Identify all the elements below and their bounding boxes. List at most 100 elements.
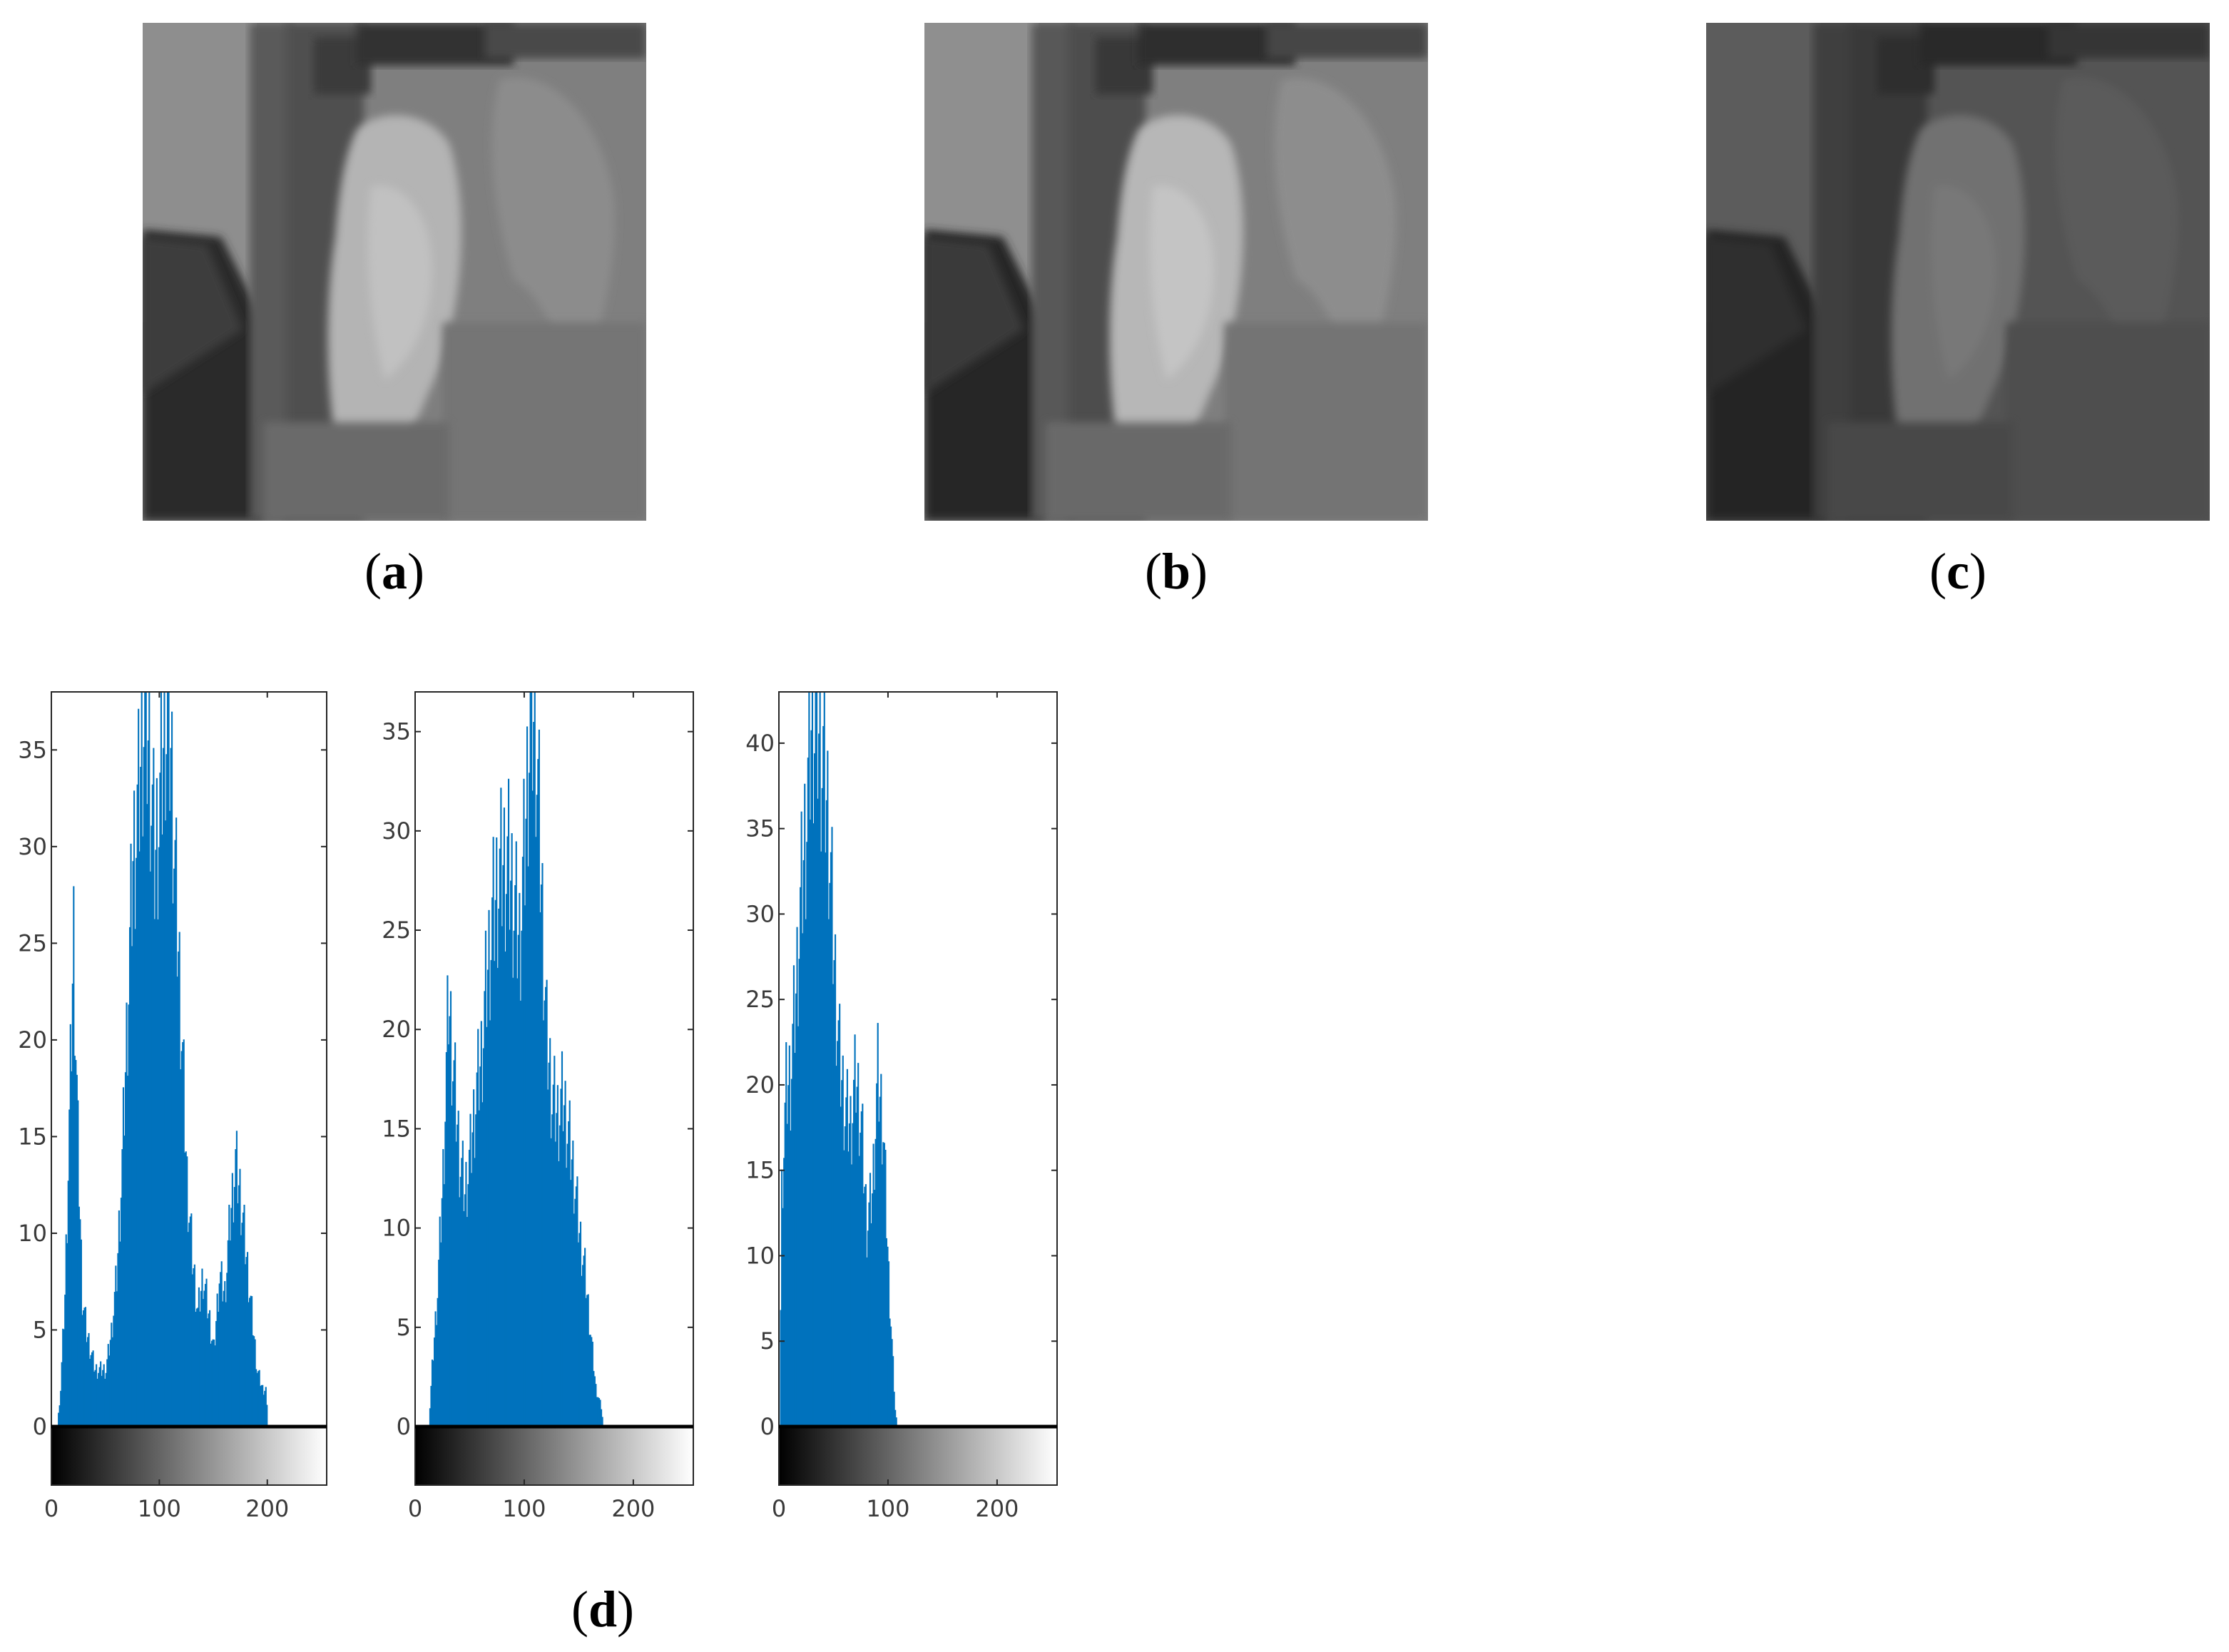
hist3-bar bbox=[887, 1246, 889, 1427]
hist1-bar bbox=[250, 1295, 252, 1427]
hist1-bar bbox=[158, 847, 160, 1427]
hist2-bar bbox=[593, 1371, 595, 1427]
hist1-bar bbox=[148, 692, 151, 1427]
hist2-bar bbox=[566, 1143, 568, 1427]
hist3-bar bbox=[853, 1079, 855, 1427]
hist1-bar bbox=[235, 1149, 237, 1427]
hist2-bar bbox=[537, 759, 539, 1427]
hist2-bar bbox=[434, 1311, 437, 1427]
hist3-bar bbox=[872, 1143, 874, 1427]
hist2-bar bbox=[481, 1102, 484, 1427]
hist2-bar bbox=[502, 865, 504, 1427]
hist1-bar bbox=[94, 1370, 96, 1427]
hist3-bar bbox=[785, 1042, 787, 1427]
hist1-bar bbox=[197, 1307, 199, 1427]
hist2-bar bbox=[526, 726, 529, 1427]
hist1-bar bbox=[96, 1378, 98, 1427]
hist3-bar bbox=[885, 1238, 888, 1427]
hist2-bar bbox=[501, 926, 503, 1427]
hist2-xtick-label: 200 bbox=[611, 1495, 655, 1522]
hist1-bar bbox=[62, 1328, 64, 1427]
hist2-bar bbox=[539, 912, 541, 1427]
hist1-bar bbox=[266, 1404, 268, 1427]
hist1-bar bbox=[256, 1372, 258, 1427]
hist1-bar bbox=[218, 1283, 220, 1427]
hist1-bar bbox=[115, 1265, 117, 1427]
hist1-bar bbox=[143, 747, 145, 1427]
hist1-bar bbox=[228, 1204, 230, 1427]
hist2-bar bbox=[536, 795, 538, 1427]
hist1-bar bbox=[128, 1004, 130, 1427]
hist1-bar bbox=[122, 1087, 125, 1427]
hist2-bar bbox=[577, 1242, 580, 1427]
hist1-xtick-label: 100 bbox=[138, 1495, 181, 1522]
hist3-bar bbox=[832, 984, 835, 1427]
hist1-bar bbox=[265, 1387, 267, 1427]
hist1-bar bbox=[201, 1268, 203, 1427]
image-b-graphic bbox=[924, 23, 1428, 521]
hist1-bar bbox=[142, 836, 144, 1427]
hist2-bar bbox=[601, 1417, 603, 1427]
hist3-bar bbox=[797, 1026, 800, 1427]
hist3-bar bbox=[829, 882, 831, 1427]
hist3-bar bbox=[890, 1326, 892, 1427]
hist2-bar bbox=[469, 1113, 471, 1427]
hist1-bar bbox=[160, 692, 162, 1427]
hist3-bar bbox=[807, 758, 809, 1427]
hist2-bar bbox=[456, 1124, 459, 1427]
hist2-bar bbox=[546, 979, 548, 1427]
hist1-bar bbox=[264, 1390, 266, 1427]
hist3-bar bbox=[827, 919, 830, 1427]
hist2-bar bbox=[521, 930, 523, 1427]
hist3-bar bbox=[837, 1020, 840, 1427]
hist1-bar bbox=[188, 1223, 190, 1427]
hist2-bar bbox=[467, 1184, 469, 1427]
hist3-bar bbox=[857, 1063, 860, 1427]
hist3-ytick-label: 10 bbox=[745, 1242, 775, 1269]
hist1-xtick-label: 200 bbox=[245, 1495, 289, 1522]
hist1-bar bbox=[161, 834, 163, 1427]
hist2-bar bbox=[484, 930, 487, 1427]
hist2-bar bbox=[486, 969, 489, 1427]
hist3-bar bbox=[844, 1126, 846, 1427]
hist3-bar bbox=[850, 1096, 852, 1427]
hist2-bar bbox=[491, 897, 494, 1427]
hist2-bar bbox=[443, 1184, 445, 1427]
hist1-bar bbox=[195, 1311, 197, 1427]
hist1-ytick-label: 35 bbox=[18, 736, 47, 763]
hist2-bar bbox=[589, 1335, 591, 1427]
hist1-bar bbox=[104, 1378, 106, 1427]
hist2-bar bbox=[457, 1111, 459, 1427]
hist1-bar bbox=[176, 977, 178, 1427]
hist1-bar bbox=[153, 919, 155, 1427]
hist2-bar bbox=[464, 1194, 466, 1427]
hist1-bar bbox=[252, 1335, 254, 1427]
hist2-bar bbox=[572, 1140, 574, 1427]
hist2-bar bbox=[556, 1085, 558, 1427]
hist1-bar bbox=[224, 1281, 226, 1427]
hist2-bar bbox=[563, 1105, 566, 1427]
hist2-bar bbox=[519, 892, 521, 1427]
hist1-bar bbox=[257, 1371, 260, 1427]
hist3-bar bbox=[887, 1261, 890, 1427]
hist1-bar bbox=[117, 1253, 119, 1427]
hist1-bar bbox=[206, 1318, 209, 1427]
hist1-bar bbox=[193, 1268, 195, 1427]
hist3-bar bbox=[816, 692, 818, 1427]
hist3-bar bbox=[837, 1041, 839, 1427]
hist1-bar bbox=[108, 1355, 111, 1427]
hist1-bar bbox=[153, 748, 155, 1427]
hist2-bar bbox=[505, 894, 508, 1427]
hist3-bar bbox=[782, 1208, 784, 1427]
hist2-bar bbox=[573, 1213, 575, 1427]
hist2-bar bbox=[560, 1088, 562, 1427]
hist2-bar bbox=[475, 1114, 477, 1427]
hist1-bar bbox=[174, 840, 176, 1427]
hist1-bar bbox=[226, 1273, 228, 1427]
hist1-bar bbox=[106, 1359, 108, 1427]
hist3-bar bbox=[840, 1106, 842, 1427]
hist2-bar bbox=[480, 1021, 482, 1427]
hist2-bar bbox=[430, 1385, 432, 1427]
hist1-ytick-label: 25 bbox=[18, 929, 47, 957]
hist2-bar bbox=[459, 1197, 461, 1427]
